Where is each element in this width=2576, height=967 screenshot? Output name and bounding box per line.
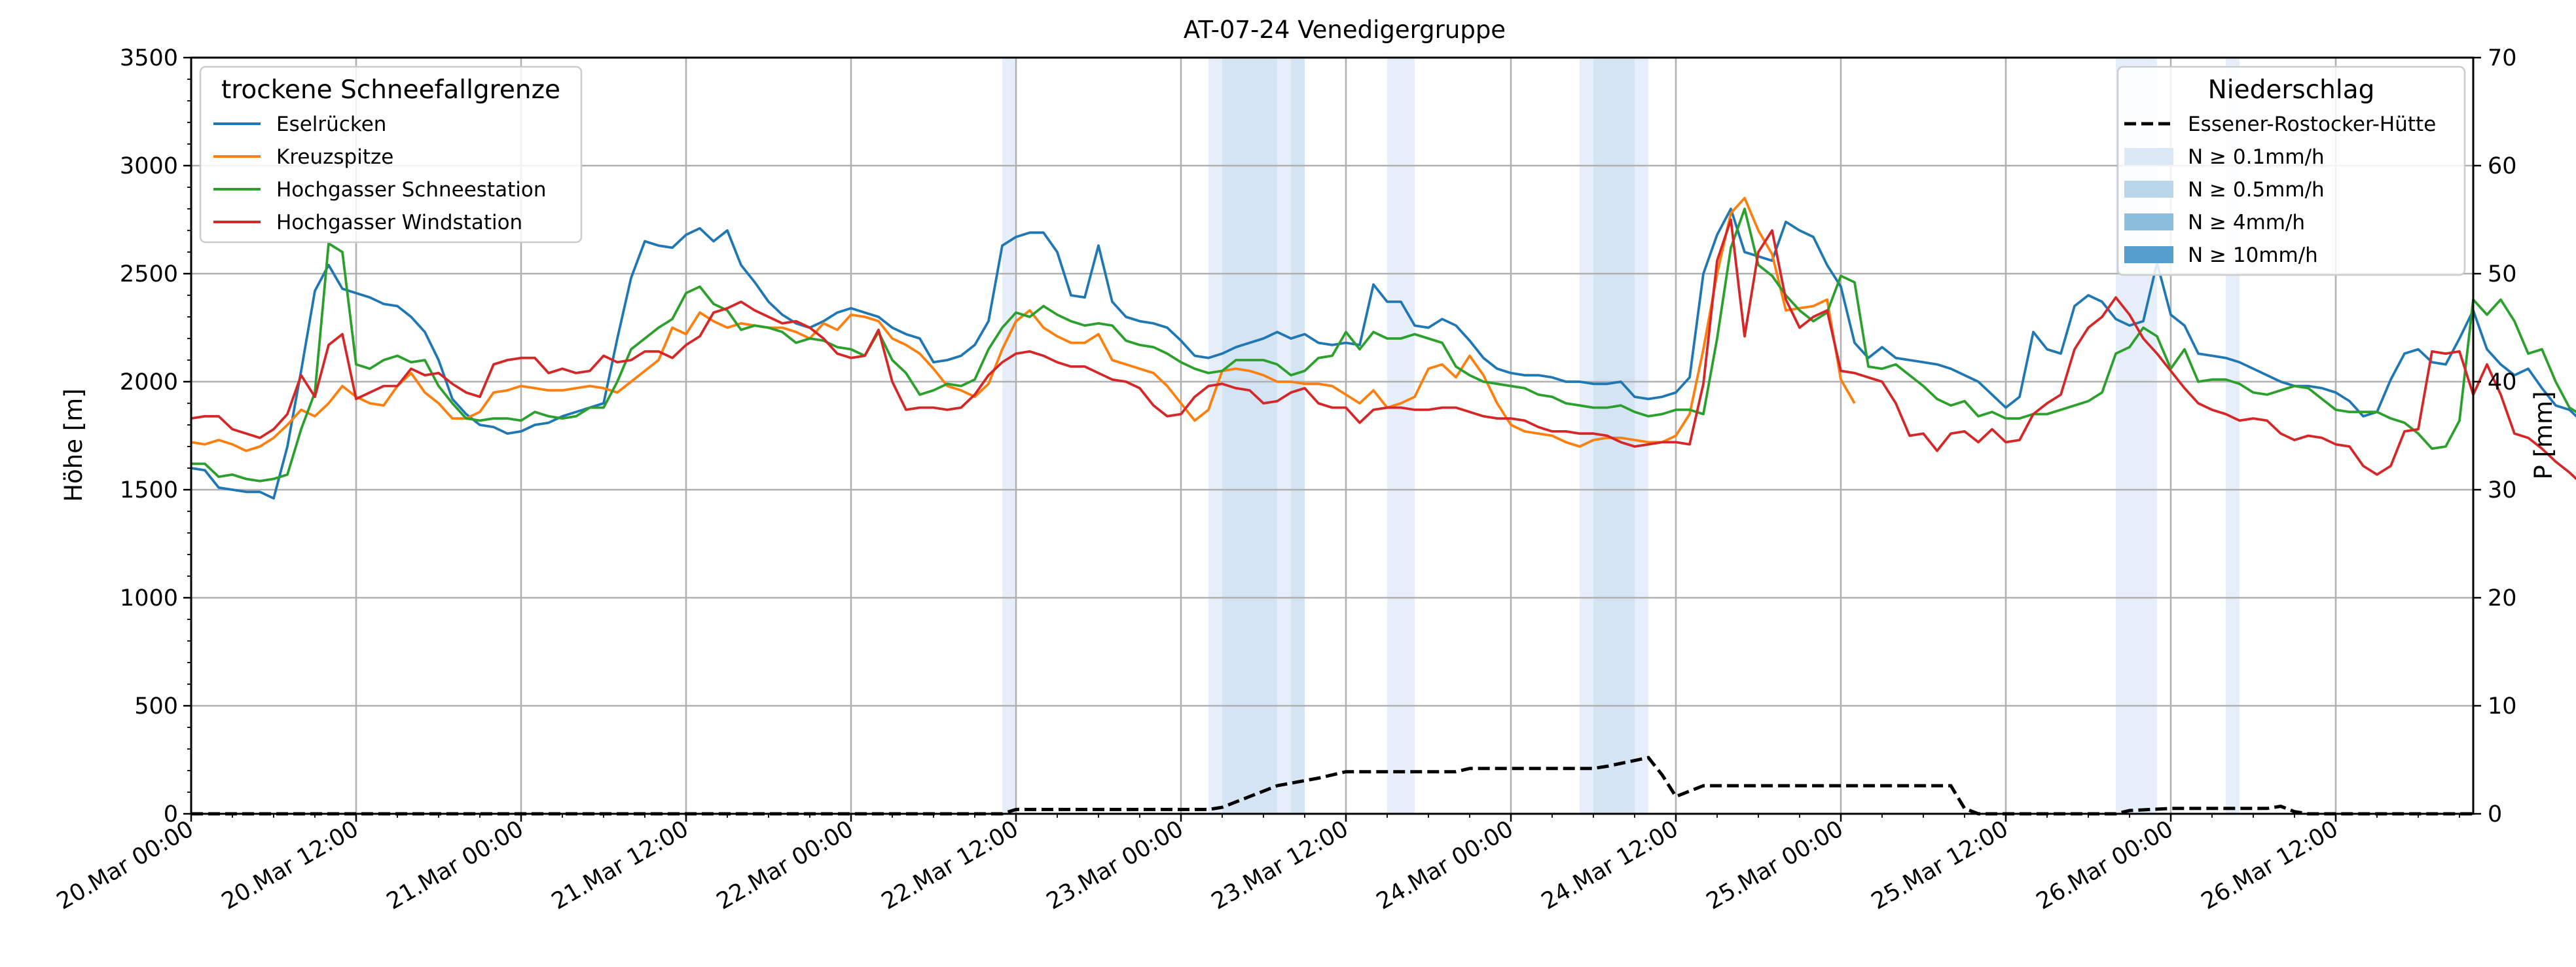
precip-band-3 xyxy=(1277,58,1291,814)
y2-tick-label-7: 70 xyxy=(2488,45,2517,71)
y2-axis-title: P [mm] xyxy=(2530,391,2558,479)
y-tick-label-1: 500 xyxy=(134,693,178,720)
y-tick-label-5: 2500 xyxy=(120,261,178,287)
plot-frame xyxy=(190,56,2475,815)
legend-precip-swatch-3 xyxy=(2124,213,2173,230)
y-tick-label-3: 1500 xyxy=(120,477,178,503)
x-tick-label-5: 22.Mar 12:00 xyxy=(877,816,1023,915)
y-tick-label-2: 1000 xyxy=(120,585,178,611)
legend-precip-label-1: N ≥ 0.1mm/h xyxy=(2188,145,2325,169)
series-lines xyxy=(190,196,2576,816)
y2-tick-label-4: 40 xyxy=(2488,369,2517,395)
x-tick-label-7: 23.Mar 12:00 xyxy=(1207,816,1352,915)
series-line-0 xyxy=(190,208,2576,500)
series-line-3 xyxy=(190,218,2576,481)
precip-band-8 xyxy=(1635,58,1648,814)
legend-precip-swatch-1 xyxy=(2124,148,2173,165)
legend-precip-box xyxy=(2116,65,2466,276)
legend-snowline-label-3: Hochgasser Windstation xyxy=(276,211,522,234)
chart-title: AT-07-24 Venedigergruppe xyxy=(1184,16,1506,44)
legend-precip-label-4: N ≥ 10mm/h xyxy=(2188,244,2318,267)
x-tick-label-6: 23.Mar 00:00 xyxy=(1042,816,1188,915)
legend-precip-label-2: N ≥ 0.5mm/h xyxy=(2188,178,2325,202)
x-tick-label-0: 20.Mar 00:00 xyxy=(52,816,198,915)
x-tick-label-2: 21.Mar 00:00 xyxy=(382,816,528,915)
y2-tick-label-3: 30 xyxy=(2488,477,2517,503)
precip-band-2 xyxy=(1222,58,1277,814)
y2-tick-label-1: 10 xyxy=(2488,693,2517,720)
x-tick-label-9: 24.Mar 12:00 xyxy=(1537,816,1682,915)
y-tick-label-6: 3000 xyxy=(120,153,178,179)
legend-snowline: trockene Schneefallgrenze Eselrücken Kreuz… xyxy=(199,65,583,244)
precip-band-6 xyxy=(1580,58,1593,814)
y-axis-title: Höhe [m] xyxy=(60,388,88,502)
legend-snowline-label-0: Eselrücken xyxy=(276,113,386,136)
legend-precip: Niederschlag Essener-Rostocker-Hütte N ≥ 0… xyxy=(2116,65,2466,276)
legend-snowline-label-2: Hochgasser Schneestation xyxy=(276,178,546,202)
x-tick-label-8: 24.Mar 00:00 xyxy=(1372,816,1517,915)
x-tick-label-1: 20.Mar 12:00 xyxy=(217,816,363,915)
legend-precip-swatch-2 xyxy=(2124,181,2173,198)
legend-precip-swatch-4 xyxy=(2124,246,2173,263)
x-tick-label-3: 21.Mar 12:00 xyxy=(547,816,693,915)
legend-snowline-label-1: Kreuzspitze xyxy=(276,145,393,169)
y2-tick-label-0: 0 xyxy=(2488,801,2502,828)
y2-tick-label-2: 20 xyxy=(2488,585,2517,611)
legend-precip-label-0: Essener-Rostocker-Hütte xyxy=(2188,113,2436,136)
precip-band-0 xyxy=(1002,58,1016,814)
precip-bands xyxy=(1002,58,2240,814)
precip-line xyxy=(191,756,2473,816)
x-tick-label-12: 26.Mar 00:00 xyxy=(2032,816,2177,915)
legend-precip-title: Niederschlag xyxy=(2208,75,2375,105)
legend-precip-label-3: N ≥ 4mm/h xyxy=(2188,211,2305,234)
precip-band-1 xyxy=(1208,58,1222,814)
precip-band-5 xyxy=(1387,58,1415,814)
y-tick-label-0: 0 xyxy=(164,801,178,828)
y2-tick-label-6: 60 xyxy=(2488,153,2517,179)
x-tick-label-10: 25.Mar 00:00 xyxy=(1702,816,1847,915)
x-tick-label-11: 25.Mar 12:00 xyxy=(1867,816,2012,915)
y-tick-label-4: 2000 xyxy=(120,369,178,395)
y2-tick-label-5: 50 xyxy=(2488,261,2517,287)
x-tick-label-4: 22.Mar 00:00 xyxy=(712,816,858,915)
legend-snowline-title: trockene Schneefallgrenze xyxy=(221,75,560,105)
legend-snowline-box xyxy=(199,65,583,244)
y-tick-label-7: 3500 xyxy=(120,45,178,71)
series-line-2 xyxy=(191,208,2576,483)
precip-band-4 xyxy=(1291,58,1305,814)
x-tick-label-13: 26.Mar 12:00 xyxy=(2197,816,2342,915)
